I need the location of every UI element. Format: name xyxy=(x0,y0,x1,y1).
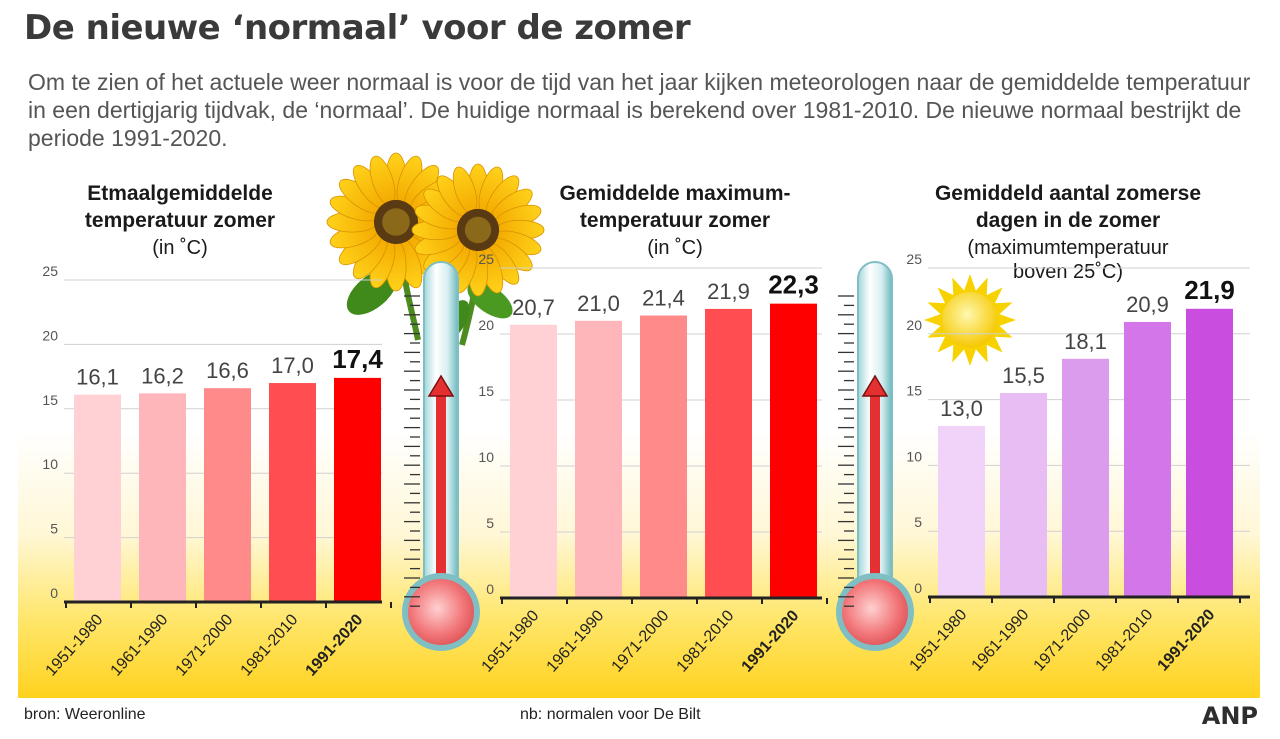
bar-1961-1990 xyxy=(575,320,622,598)
category-label: 1971-2000 xyxy=(173,611,237,679)
y-tick-label: 0 xyxy=(914,580,922,596)
category-label: 1981-2010 xyxy=(238,611,302,679)
bar-value-label: 17,0 xyxy=(271,353,314,378)
thermometer-icon xyxy=(836,261,914,651)
chart-subtitle-line: (in ˚C) xyxy=(152,237,208,259)
bar-1991-2020 xyxy=(334,377,381,602)
bar-value-label: 18,1 xyxy=(1064,329,1107,354)
flower-center-inner xyxy=(382,208,410,236)
bar-value-label: 20,7 xyxy=(512,295,555,320)
y-tick-label: 25 xyxy=(42,263,58,279)
category-label: 1951-1980 xyxy=(479,607,543,675)
category-label: 1961-1990 xyxy=(544,607,608,675)
category-label: 1961-1990 xyxy=(969,606,1033,674)
chart-title-line: Gemiddeld aantal zomerse xyxy=(935,182,1201,205)
bar-1971-2000 xyxy=(640,315,687,598)
thermometer-scale xyxy=(838,295,854,607)
chart-1: Etmaalgemiddelde temperatuur zomer (in ˚C)… xyxy=(42,182,392,680)
chart-3: Gemiddeld aantal zomerse dagen in de zome… xyxy=(906,182,1250,675)
category-label: 1981-2010 xyxy=(1093,606,1157,674)
y-tick-label: 5 xyxy=(486,515,494,531)
y-tick-label: 0 xyxy=(50,585,58,601)
bar-value-label: 16,6 xyxy=(206,358,249,383)
chart-subtitle-line: (in ˚C) xyxy=(647,237,703,259)
category-label: 1951-1980 xyxy=(907,606,971,674)
bar-1981-2010 xyxy=(705,308,752,598)
category-label: 1991-2020 xyxy=(739,607,803,675)
bar-1991-2020 xyxy=(770,303,817,598)
y-tick-label: 5 xyxy=(914,514,922,530)
bar-value-label: 21,9 xyxy=(707,279,750,304)
y-tick-label: 10 xyxy=(906,448,922,464)
category-label: 1961-1990 xyxy=(108,611,172,679)
y-tick-label: 20 xyxy=(906,317,922,333)
note-text: nb: normalen voor De Bilt xyxy=(520,706,701,723)
y-tick-label: 0 xyxy=(486,581,494,597)
bar-1951-1980 xyxy=(74,394,121,602)
chart-subtitle-line: (maximumtemperatuur xyxy=(967,237,1169,259)
bar-value-label: 16,2 xyxy=(141,363,184,388)
source-text: bron: Weeronline xyxy=(24,706,146,723)
chart-2: Gemiddelde maximum-temperatuur zomer (in … xyxy=(478,182,828,676)
bar-value-label: 13,0 xyxy=(940,396,983,421)
bar-value-label: 20,9 xyxy=(1126,292,1169,317)
bar-1981-2010 xyxy=(269,383,316,602)
category-label: 1971-2000 xyxy=(609,607,673,675)
bar-1971-2000 xyxy=(204,388,251,602)
bar-value-label: 17,4 xyxy=(332,344,383,374)
category-label: 1991-2020 xyxy=(1155,606,1219,674)
y-tick-label: 5 xyxy=(50,521,58,537)
page-title: De nieuwe ‘normaal’ voor de zomer xyxy=(24,8,691,48)
bar-value-label: 15,5 xyxy=(1002,363,1045,388)
bar-value-label: 16,1 xyxy=(76,365,119,390)
intro-text: Om te zien of het actuele weer normaal i… xyxy=(28,69,1251,151)
bar-value-label: 21,0 xyxy=(577,291,620,316)
category-label: 1991-2020 xyxy=(303,611,367,679)
bar-value-label: 21,9 xyxy=(1184,275,1235,305)
y-tick-label: 25 xyxy=(478,251,494,267)
bar-value-label: 21,4 xyxy=(642,286,685,311)
sun-disc xyxy=(942,292,998,348)
bar-1951-1980 xyxy=(510,324,557,598)
y-tick-label: 10 xyxy=(42,456,58,472)
sunflower-icon xyxy=(326,152,545,346)
category-label: 1981-2010 xyxy=(674,607,738,675)
bar-1971-2000 xyxy=(1062,358,1109,597)
brand-logo: ANP xyxy=(1201,702,1258,730)
bar-1961-1990 xyxy=(1000,393,1047,597)
bar-1991-2020 xyxy=(1186,308,1233,597)
bar-1981-2010 xyxy=(1124,321,1171,597)
flower-center-inner xyxy=(464,216,492,244)
y-tick-label: 15 xyxy=(478,383,494,399)
category-label: 1971-2000 xyxy=(1031,606,1095,674)
chart-title-line: Gemiddelde maximum- xyxy=(559,182,790,205)
thermometer-scale xyxy=(404,295,420,607)
chart-title-line: dagen in de zomer xyxy=(976,209,1160,232)
y-tick-label: 25 xyxy=(906,251,922,267)
chart-title-line: temperatuur zomer xyxy=(580,209,770,232)
category-label: 1951-1980 xyxy=(43,611,107,679)
y-tick-label: 20 xyxy=(478,317,494,333)
chart-title-line: Etmaalgemiddelde xyxy=(87,182,273,205)
chart-title-line: temperatuur zomer xyxy=(85,209,275,232)
sun-icon xyxy=(924,274,1016,366)
chart-subtitle-line: boven 25˚C) xyxy=(1013,261,1123,283)
y-tick-label: 15 xyxy=(906,383,922,399)
bar-value-label: 22,3 xyxy=(768,270,819,300)
y-tick-label: 20 xyxy=(42,327,58,343)
y-tick-label: 10 xyxy=(478,449,494,465)
bar-1951-1980 xyxy=(938,425,985,597)
thermometer-icon xyxy=(402,261,480,651)
bar-1961-1990 xyxy=(139,393,186,602)
y-tick-label: 15 xyxy=(42,392,58,408)
